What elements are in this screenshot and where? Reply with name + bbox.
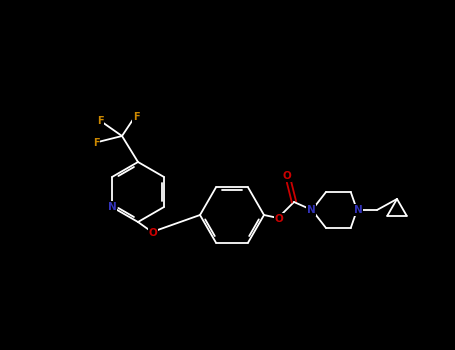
Text: F: F: [93, 138, 99, 148]
Text: N: N: [307, 205, 315, 215]
Text: O: O: [149, 228, 157, 238]
Text: F: F: [133, 112, 139, 122]
Text: F: F: [96, 116, 103, 126]
Text: O: O: [283, 171, 291, 181]
Text: N: N: [354, 205, 362, 215]
Text: N: N: [108, 202, 116, 212]
Text: O: O: [275, 214, 283, 224]
